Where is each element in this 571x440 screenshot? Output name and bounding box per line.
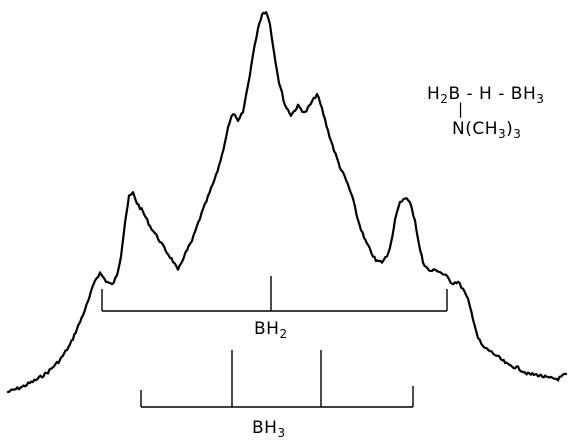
- bh2-label: BH2: [254, 319, 288, 341]
- molecule-formula-line1: H2B - H - BH3: [427, 84, 545, 106]
- spectrum-trace: [6, 11, 568, 394]
- bh3-bracket: [140, 350, 414, 408]
- bh2-bracket: [101, 276, 448, 312]
- molecule-formula-line2: N(CH3)3: [452, 119, 522, 141]
- molecule-bond: |: [458, 100, 464, 118]
- bh3-label: BH3: [252, 418, 286, 440]
